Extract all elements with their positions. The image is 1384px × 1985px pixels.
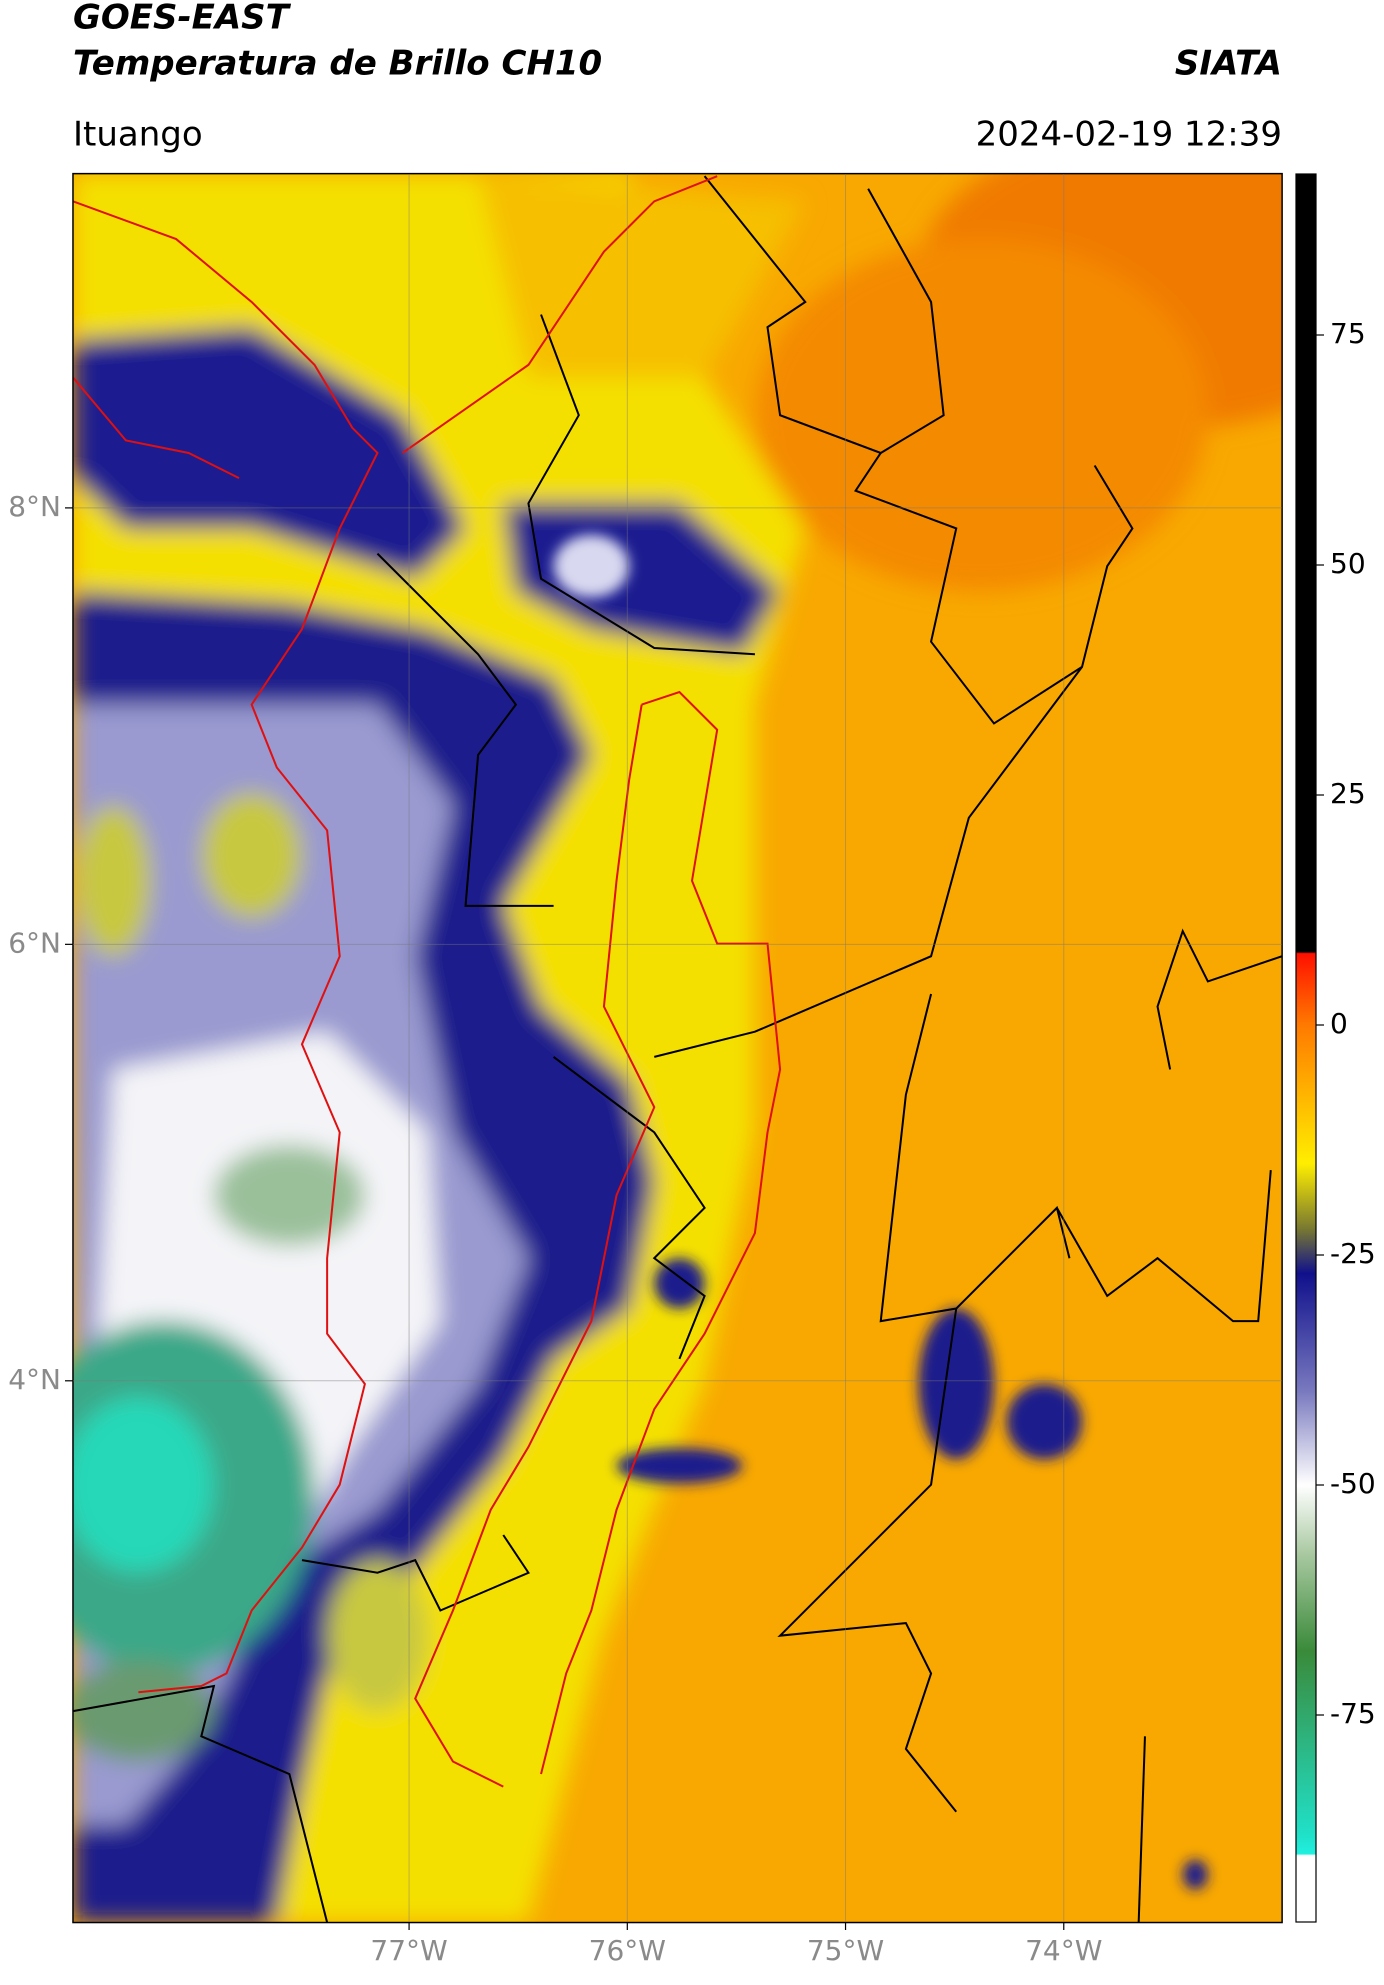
graticule — [73, 174, 1282, 1922]
x-tick-label: 76°W — [589, 1934, 666, 1967]
colorbar-tick-label: 25 — [1330, 777, 1366, 810]
credit: SIATA — [1175, 44, 1282, 84]
timestamp: 2024-02-19 12:39 — [976, 115, 1282, 155]
title: GOES-EAST — [73, 0, 292, 38]
boundaries — [72, 175, 1283, 1923]
x-tick-label: 77°W — [370, 1934, 447, 1967]
colorbar-tick-label: -25 — [1330, 1237, 1376, 1270]
coastline — [72, 175, 782, 1788]
y-tick-label: 8°N — [8, 490, 61, 523]
colorbar-ticks: 75 50 25 0 -25 -50 -75 — [1316, 317, 1376, 1730]
colorbar-tick-label: 50 — [1330, 547, 1366, 580]
location: Ituango — [73, 115, 203, 155]
x-tick-label: 74°W — [1025, 1934, 1102, 1967]
y-tick-label: 4°N — [8, 1363, 61, 1396]
map-imagery — [72, 172, 1283, 1924]
colorbar — [1295, 173, 1317, 1923]
colorbar-tick-label: 75 — [1330, 317, 1366, 350]
colorbar-tick-label: 0 — [1330, 1007, 1348, 1040]
y-tick-label: 6°N — [8, 926, 61, 959]
subtitle: Temperatura de Brillo CH10 — [73, 44, 602, 84]
colorbar-tick-label: -75 — [1330, 1697, 1376, 1730]
x-tick-label: 75°W — [807, 1934, 884, 1967]
map-ticks: 77°W 76°W 75°W 74°W 8°N 6°N 4°N — [8, 490, 1102, 1967]
colorbar-tick-label: -50 — [1330, 1467, 1376, 1500]
